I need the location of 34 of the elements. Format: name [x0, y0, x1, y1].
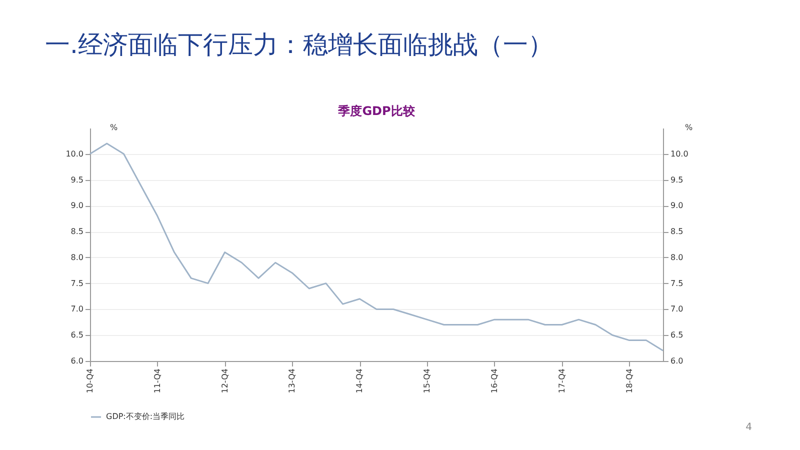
line-series [89, 142, 664, 352]
y-tick-label: 9.5 [70, 175, 84, 184]
y-axis-title: % [110, 123, 118, 132]
chart-title: 一.经济面临下行压力：稳增长面临挑战（一） [45, 29, 553, 61]
y-tick-label: 8.5 [70, 227, 84, 236]
x-tick-label: 13-Q4 [288, 368, 297, 394]
y2-tick-label: 8.0 [670, 252, 684, 262]
y-tick-label: 7.0 [70, 304, 84, 314]
x-tick-label: 10-Q4 [86, 368, 94, 394]
y2-tick-label: 6.0 [670, 356, 684, 366]
x-tick-label: 12-Q4 [220, 368, 230, 394]
y2-tick-label: 7.0 [670, 304, 684, 314]
y-tick-label: 8.0 [70, 252, 84, 262]
y2-tick-label: 8.5 [670, 227, 684, 236]
y2-tick-label: 10.0 [670, 149, 688, 158]
x-tick-label: 15-Q4 [422, 368, 432, 394]
x-tick-label: 18-Q4 [624, 368, 634, 394]
y-tick-label: 10.0 [66, 149, 84, 158]
y2-tick-label: 9.0 [670, 201, 684, 210]
y-tick-label: 6.5 [70, 330, 84, 340]
y-tick-label: 9.0 [70, 201, 84, 210]
y2-axis-title: % [685, 123, 693, 132]
legend-label: GDP:不变价:当季同比 [106, 412, 185, 421]
y-tick-label: 7.5 [70, 278, 84, 288]
y2-tick-label: 9.5 [670, 175, 684, 184]
y2-tick-label: 7.5 [670, 278, 684, 288]
x-tick-label: 14-Q4 [355, 368, 364, 394]
chart-subtitle: 季度GDP比较 [337, 104, 416, 118]
y-tick-label: 6.0 [70, 356, 84, 366]
y2-tick-label: 6.5 [670, 330, 684, 340]
x-tick-label: 11-Q4 [152, 368, 162, 394]
x-tick-label: 16-Q4 [490, 368, 499, 394]
x-tick-label: 17-Q4 [557, 368, 566, 394]
text: 4 [746, 422, 752, 433]
